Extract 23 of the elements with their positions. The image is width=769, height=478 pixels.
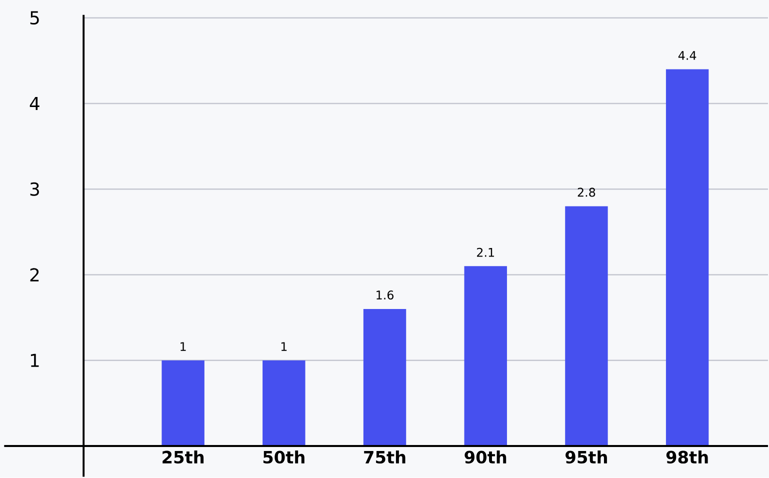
- bar: [162, 360, 204, 446]
- x-tick-label: 25th: [162, 450, 204, 464]
- y-tick-label: 5: [30, 11, 39, 25]
- bar: [262, 360, 306, 446]
- bar: [363, 309, 406, 446]
- data-label: 2.1: [477, 248, 494, 257]
- bar: [565, 206, 608, 446]
- x-tick-label: 75th: [364, 450, 406, 464]
- y-tick-label: 3: [30, 182, 39, 196]
- data-label: 4.4: [678, 51, 696, 60]
- bar: [464, 266, 507, 446]
- x-tick-label: 95th: [566, 450, 607, 464]
- x-tick-label: 50th: [263, 450, 304, 464]
- data-label: 2.8: [578, 188, 596, 197]
- data-label: 1.6: [376, 290, 394, 300]
- y-tick-label: 1: [30, 354, 39, 367]
- data-label: 1: [180, 342, 186, 351]
- x-tick-label: 90th: [464, 450, 506, 464]
- data-label: 1: [281, 342, 287, 351]
- bar: [666, 69, 709, 446]
- y-tick-label: 4: [30, 97, 40, 110]
- x-tick-label: 98th: [666, 450, 708, 464]
- y-tick-label: 2: [30, 268, 39, 282]
